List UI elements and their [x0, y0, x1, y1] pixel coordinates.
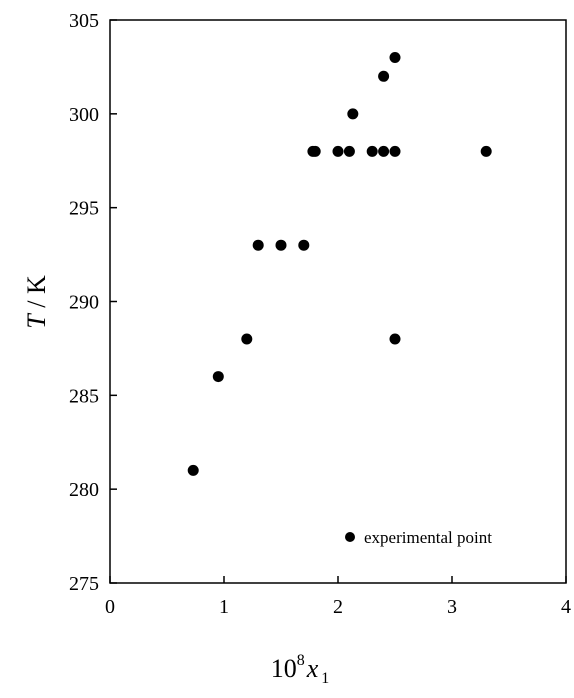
- y-tick-label: 290: [69, 292, 99, 314]
- data-point: [343, 145, 355, 157]
- data-point: [187, 464, 199, 476]
- y-tick-label: 305: [69, 10, 99, 32]
- x-tick-label: 2: [333, 596, 343, 618]
- x-axis-ticks: 0 1 2 3 4: [105, 576, 571, 618]
- plot-frame: [109, 19, 567, 584]
- x-tick-label: 3: [447, 596, 457, 618]
- data-point: [241, 333, 253, 345]
- x-axis-exponent: 8: [297, 652, 305, 669]
- data-point: [275, 239, 287, 251]
- data-point: [389, 145, 401, 157]
- data-point: [480, 145, 492, 157]
- y-tick-label: 300: [69, 104, 99, 126]
- x-tick-label: 0: [105, 596, 115, 618]
- data-point: [298, 239, 310, 251]
- legend-label: experimental point: [364, 528, 492, 547]
- data-point: [378, 70, 390, 82]
- y-tick-label: 280: [69, 479, 99, 501]
- data-point: [378, 145, 390, 157]
- y-tick-label: 285: [69, 385, 99, 407]
- data-point: [212, 371, 224, 383]
- data-point: [252, 239, 264, 251]
- x-axis-variable: x: [306, 654, 319, 683]
- x-tick-label: 1: [219, 596, 229, 618]
- x-axis-title: 108x 1: [271, 652, 330, 687]
- legend: experimental point: [345, 528, 492, 547]
- data-points: [187, 52, 492, 476]
- data-point: [347, 108, 359, 120]
- data-point: [389, 52, 401, 64]
- data-point: [389, 333, 401, 345]
- y-axis-title: T / K: [22, 275, 51, 329]
- x-axis-subscript: 1: [321, 670, 329, 687]
- y-tick-label: 295: [69, 198, 99, 220]
- data-point: [332, 145, 344, 157]
- legend-marker: [345, 532, 355, 542]
- x-tick-label: 4: [561, 596, 571, 618]
- data-point: [366, 145, 378, 157]
- y-axis-unit: / K: [22, 275, 51, 314]
- y-axis-ticks: 275 280 285 290 295 300 305: [69, 10, 117, 595]
- data-point: [309, 145, 321, 157]
- y-axis-variable: T: [22, 313, 51, 329]
- x-axis-base: 10: [271, 654, 297, 683]
- y-tick-label: 275: [69, 573, 99, 595]
